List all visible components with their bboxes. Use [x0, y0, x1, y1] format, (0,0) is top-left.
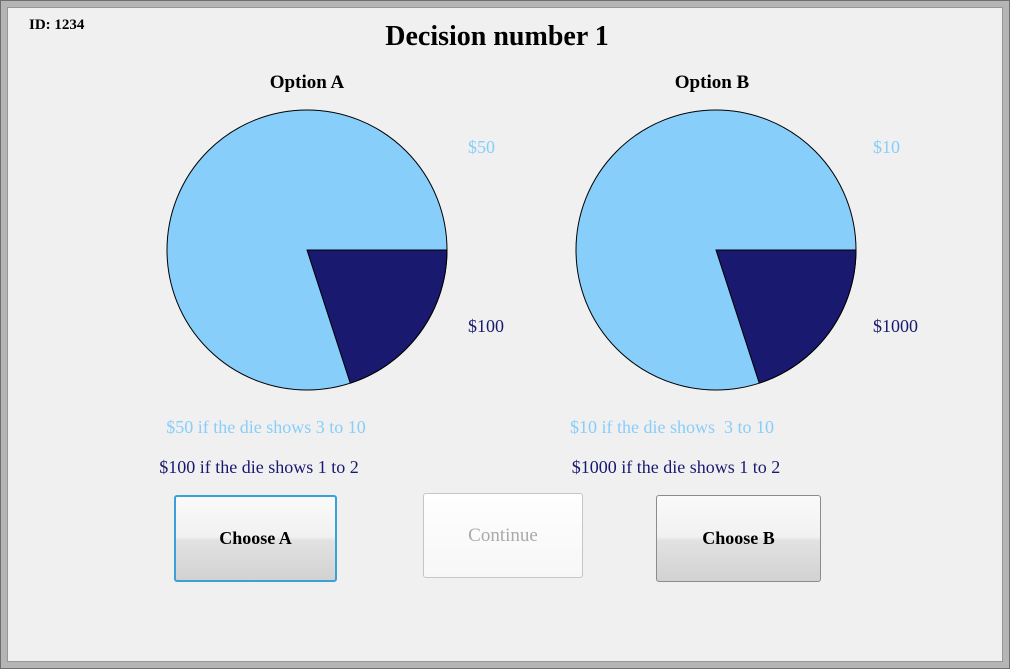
- option-a-pie-chart: [166, 109, 448, 391]
- option-a-title: Option A: [269, 72, 345, 93]
- option-b-low-slice: [715, 249, 857, 384]
- option-b-high-outcome-text: $10 if the die shows 3 to 10: [570, 417, 774, 437]
- option-a-high-outcome-text: $50 if the die shows 3 to 10: [166, 417, 366, 437]
- option-b-pie-chart: [575, 109, 857, 391]
- participant-id-label: ID: 1234: [29, 17, 85, 33]
- option-a-low-amount-label: $100: [468, 316, 504, 336]
- option-a-low-outcome-text: $100 if the die shows 1 to 2: [159, 457, 359, 477]
- option-b-high-amount-label: $10: [873, 137, 900, 157]
- choose-a-button[interactable]: Choose A: [174, 495, 337, 582]
- choose-b-button[interactable]: Choose B: [656, 495, 821, 582]
- option-b-low-outcome-text: $1000 if the die shows 1 to 2: [571, 457, 781, 477]
- continue-button[interactable]: Continue: [423, 493, 583, 578]
- option-b-title: Option B: [674, 72, 750, 93]
- page-title: Decision number 1: [385, 21, 609, 52]
- option-a-low-slice: [306, 249, 448, 384]
- option-b-low-amount-label: $1000: [873, 316, 918, 336]
- option-a-high-amount-label: $50: [468, 137, 495, 157]
